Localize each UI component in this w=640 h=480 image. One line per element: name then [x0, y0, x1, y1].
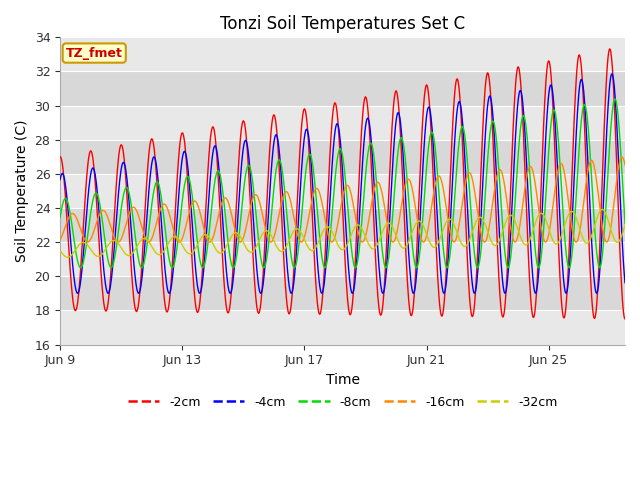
- Bar: [60, 72, 625, 106]
- Bar: [60, 242, 625, 276]
- X-axis label: Time: Time: [326, 373, 360, 387]
- Y-axis label: Soil Temperature (C): Soil Temperature (C): [15, 120, 29, 262]
- Bar: [60, 311, 625, 345]
- Bar: [60, 276, 625, 311]
- Bar: [60, 37, 625, 72]
- Bar: [60, 208, 625, 242]
- Title: Tonzi Soil Temperatures Set C: Tonzi Soil Temperatures Set C: [220, 15, 465, 33]
- Text: TZ_fmet: TZ_fmet: [66, 47, 123, 60]
- Legend: -2cm, -4cm, -8cm, -16cm, -32cm: -2cm, -4cm, -8cm, -16cm, -32cm: [123, 391, 563, 414]
- Bar: [60, 106, 625, 140]
- Bar: [60, 174, 625, 208]
- Bar: [60, 140, 625, 174]
